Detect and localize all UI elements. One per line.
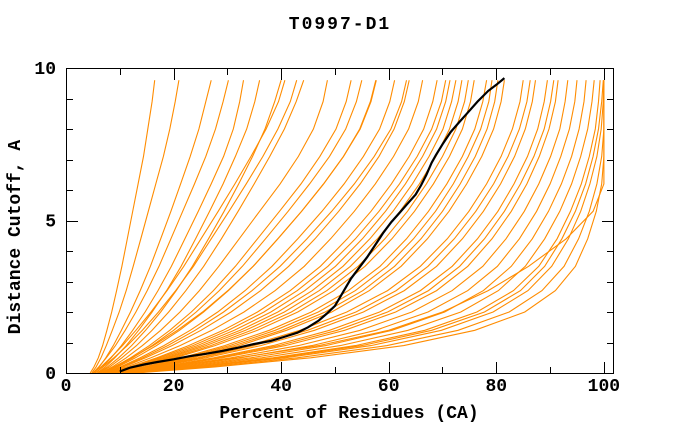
model-curve	[95, 80, 245, 373]
model-curve	[111, 80, 457, 373]
model-curve	[102, 80, 352, 373]
model-curve	[120, 80, 559, 373]
model-curve	[114, 80, 488, 373]
x-tick-label: 60	[378, 377, 400, 397]
model-curve	[111, 80, 463, 373]
model-curve	[114, 80, 605, 373]
x-tick-label: 80	[485, 377, 507, 397]
model-curves	[89, 77, 605, 373]
model-curve	[93, 80, 212, 373]
model-curve	[92, 80, 286, 373]
y-tick-label: 5	[45, 213, 56, 233]
model-curve	[112, 80, 469, 373]
model-curve	[99, 80, 377, 373]
model-curve	[99, 80, 305, 373]
model-curve	[122, 80, 569, 373]
x-tick-label: 100	[588, 377, 620, 397]
model-curve	[107, 80, 424, 373]
model-curve	[133, 80, 605, 373]
model-curve	[89, 80, 156, 373]
model-curve	[113, 80, 475, 373]
x-tick-label: 0	[61, 377, 72, 397]
model-curve	[117, 80, 524, 373]
x-tick-label: 20	[163, 377, 185, 397]
y-tick-label: 0	[45, 365, 56, 385]
plot-border	[66, 68, 614, 374]
y-axis-label: Distance Cutoff, A	[6, 140, 26, 335]
y-tick-label: 10	[34, 60, 56, 80]
model-curve	[120, 80, 555, 373]
model-curve	[135, 80, 605, 373]
model-curve	[100, 80, 328, 373]
plot-axes	[66, 68, 614, 374]
model-curve	[128, 80, 604, 373]
model-curve	[127, 80, 601, 373]
model-curve	[130, 80, 605, 373]
x-axis-label: Percent of Residues (CA)	[219, 404, 478, 424]
x-tick-label: 40	[270, 377, 292, 397]
model-curve	[118, 80, 537, 373]
model-curve	[92, 80, 229, 373]
model-curve	[125, 80, 587, 373]
model-curve	[108, 80, 438, 373]
model-curve	[94, 80, 298, 373]
chart-title: T0997-D1	[289, 15, 391, 35]
tick-labels: 0 20 40 60 80 100 0 5 10	[34, 60, 620, 397]
model-curve	[104, 80, 396, 373]
model-curve	[126, 80, 595, 373]
model-curve	[119, 80, 548, 373]
model-curve	[118, 80, 531, 373]
model-curve	[106, 80, 410, 373]
model-curve	[105, 80, 408, 373]
model-curve	[109, 80, 451, 373]
model-curve	[102, 80, 363, 373]
highlight-curve	[119, 77, 506, 373]
model-curve	[91, 80, 180, 373]
model-curve	[109, 80, 447, 373]
